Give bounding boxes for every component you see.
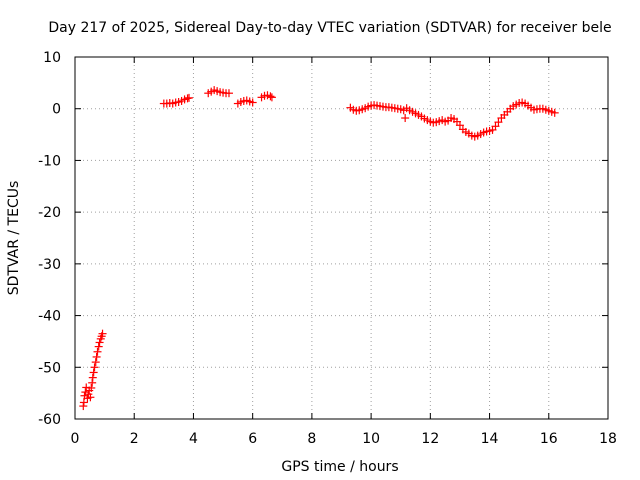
data-point xyxy=(93,347,102,356)
data-point xyxy=(88,373,97,382)
data-point xyxy=(92,352,101,361)
data-point xyxy=(185,93,194,102)
chart-title: Day 217 of 2025, Sidereal Day-to-day VTE… xyxy=(48,20,611,36)
x-tick-label: 12 xyxy=(421,431,439,447)
y-axis-ticks: 10 0 -10 -20 -30 -40 -50 -60 xyxy=(38,50,608,428)
y-tick-label: -40 xyxy=(38,309,61,325)
data-point xyxy=(95,338,104,347)
data-point xyxy=(98,329,107,338)
x-tick-label: 6 xyxy=(248,431,257,447)
x-tick-label: 18 xyxy=(599,431,617,447)
y-tick-label: 0 xyxy=(52,102,61,118)
x-tick-label: 14 xyxy=(481,431,499,447)
x-axis-ticks: 0 2 4 6 8 10 12 14 16 18 xyxy=(71,57,617,447)
y-tick-label: -30 xyxy=(38,257,61,273)
x-tick-label: 2 xyxy=(130,431,139,447)
data-point xyxy=(455,121,464,130)
x-tick-label: 4 xyxy=(189,431,198,447)
x-tick-label: 8 xyxy=(307,431,316,447)
data-point xyxy=(550,108,559,117)
grid xyxy=(75,57,608,419)
y-tick-label: -50 xyxy=(38,360,61,376)
x-axis-label: GPS time / hours xyxy=(281,459,398,475)
y-tick-label: -20 xyxy=(38,205,61,221)
data-point xyxy=(267,93,276,102)
y-axis-label: SDTVAR / TECUs xyxy=(6,181,22,296)
data-point xyxy=(94,342,103,351)
data-point xyxy=(491,122,500,131)
plot-frame xyxy=(74,56,609,420)
data-point xyxy=(87,383,96,392)
data-point xyxy=(79,398,88,407)
data-point xyxy=(266,92,275,101)
data-point xyxy=(248,98,257,107)
data-point xyxy=(224,89,233,98)
y-tick-label: 10 xyxy=(43,50,61,66)
data-series xyxy=(79,86,559,411)
data-point xyxy=(494,118,503,127)
data-point xyxy=(91,358,100,367)
data-point xyxy=(86,393,95,402)
y-tick-label: -60 xyxy=(38,412,61,428)
data-point xyxy=(90,363,99,372)
y-tick-label: -10 xyxy=(38,153,61,169)
x-tick-label: 10 xyxy=(362,431,380,447)
x-tick-label: 0 xyxy=(71,431,80,447)
data-point xyxy=(401,114,410,123)
data-point xyxy=(89,368,98,377)
x-tick-label: 16 xyxy=(540,431,558,447)
